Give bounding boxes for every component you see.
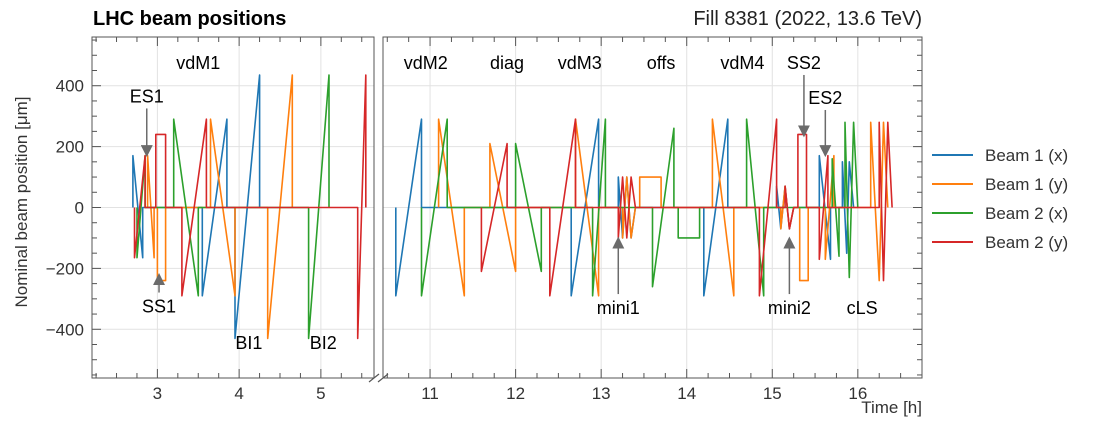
annotation-offs: offs	[647, 53, 676, 73]
annotation-mini1: mini1	[597, 298, 640, 318]
chart-title: LHC beam positions	[93, 8, 286, 30]
y-tick-label: −200	[46, 259, 84, 278]
series-line-beam-1-x	[395, 118, 855, 297]
x-axis-label: Time [h]	[861, 398, 922, 417]
series-line-beam-1-y	[146, 74, 294, 340]
annotation-bi2: BI2	[310, 333, 337, 353]
legend-label: Beam 1 (y)	[985, 175, 1068, 194]
annotation-vdm1: vdM1	[176, 53, 220, 73]
y-tick-label: 200	[56, 138, 84, 157]
y-tick-label: 400	[56, 77, 84, 96]
series-line-beam-2-y	[133, 74, 367, 340]
y-axis-label: Nominal beam position [μm]	[12, 96, 31, 307]
annotation-es1: ES1	[130, 86, 164, 106]
annotation-es2: ES2	[808, 88, 842, 108]
annotation-cls: cLS	[847, 298, 878, 318]
annotation-vdm4: vdM4	[720, 53, 764, 73]
axis-break-mark	[377, 373, 389, 383]
x-tick-label: 5	[316, 384, 325, 403]
x-tick-label: 12	[506, 384, 525, 403]
x-tick-label: 13	[592, 384, 611, 403]
x-tick-label: 3	[153, 384, 162, 403]
x-tick-label: 4	[234, 384, 243, 403]
x-tick-label: 11	[421, 384, 439, 403]
legend-label: Beam 2 (x)	[985, 204, 1068, 223]
axis-break-mark	[368, 373, 380, 383]
legend-label: Beam 1 (x)	[985, 146, 1068, 165]
x-tick-label: 14	[677, 384, 696, 403]
chart-subtitle: Fill 8381 (2022, 13.6 TeV)	[693, 8, 922, 30]
annotation-mini2: mini2	[768, 298, 811, 318]
panel-frame-2	[382, 36, 923, 379]
annotation-vdm2: vdM2	[404, 53, 448, 73]
panel-frame-1	[91, 36, 375, 379]
x-tick-label: 16	[848, 384, 867, 403]
x-tick-label: 15	[763, 384, 782, 403]
legend: Beam 1 (x) Beam 1 (y) Beam 2 (x) Beam 2 (y)	[932, 146, 1068, 252]
legend-label: Beam 2 (y)	[985, 233, 1068, 252]
annotation-vdm3: vdM3	[558, 53, 602, 73]
plot-area: 3 4 5 11 12 13 14 15 16 −400 −200 0 200 400 vdM1 ES1 SS1…	[46, 36, 923, 403]
y-tick-label: 0	[75, 199, 84, 218]
annotation-ss1: SS1	[142, 297, 176, 317]
y-tick-label: −400	[46, 320, 84, 339]
series-line-beam-2-y	[480, 118, 893, 297]
annotation-diag: diag	[490, 53, 524, 73]
annotation-ss2: SS2	[787, 53, 821, 73]
annotation-bi1: BI1	[235, 333, 262, 353]
